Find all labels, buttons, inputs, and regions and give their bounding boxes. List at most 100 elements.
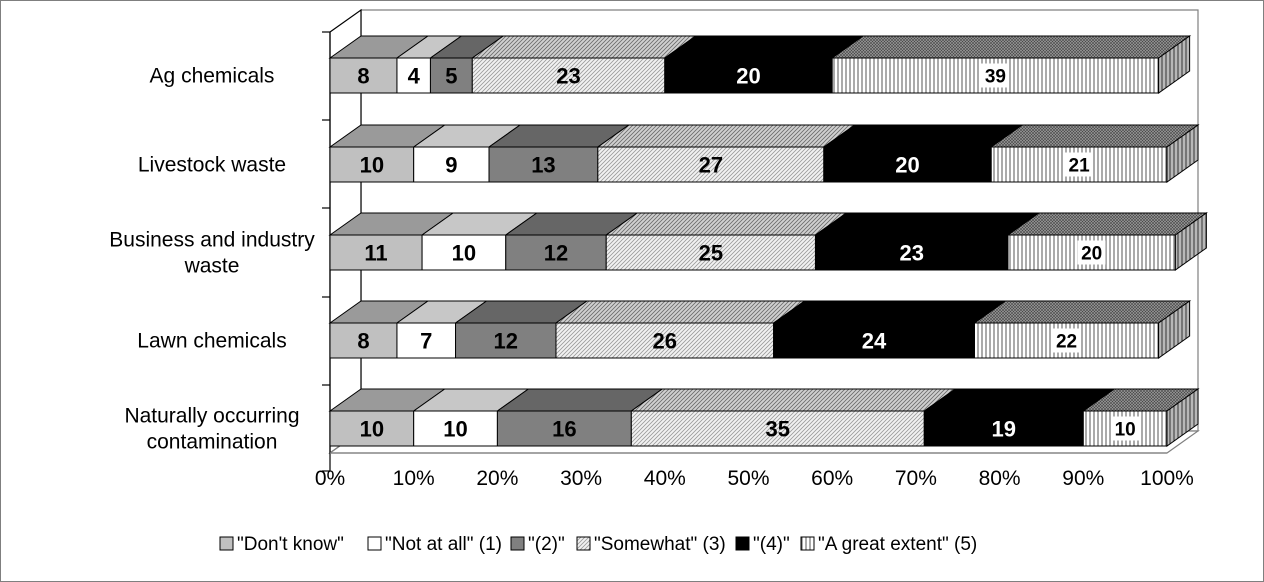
bar-segment — [487, 124, 631, 183]
category-label: Ag chemicals — [150, 65, 275, 88]
data-label: 8 — [357, 328, 369, 353]
bar-segment — [772, 300, 1008, 359]
data-label-bg — [981, 63, 1010, 88]
data-label: 9 — [445, 152, 457, 177]
bar-top-face — [663, 35, 865, 59]
bar-front-face — [421, 234, 507, 271]
bar-top-face — [772, 300, 1008, 324]
bar-segment — [663, 35, 865, 94]
legend-swatch — [800, 536, 815, 551]
bar-end-face — [1166, 124, 1199, 183]
bar-top-face — [813, 212, 1041, 236]
legend-item: "(2)" — [510, 534, 565, 555]
bar-front-face — [773, 322, 975, 359]
data-label: 21 — [1069, 155, 1091, 176]
bar-segment — [328, 35, 430, 94]
bar-segment — [1081, 388, 1200, 447]
bar-front-face — [413, 410, 498, 447]
bar-segment — [604, 212, 849, 271]
bar-end-face — [1158, 300, 1191, 359]
x-tick-label: 80% — [979, 467, 1021, 490]
data-label: 8 — [357, 63, 369, 88]
legend-swatch — [735, 536, 750, 551]
bar-segment — [395, 300, 489, 359]
legend-label: "(2)" — [528, 534, 565, 555]
bar-end-face — [1174, 212, 1207, 271]
data-label: 10 — [1115, 419, 1136, 440]
bar-segment — [972, 300, 1192, 359]
x-tick-label: 10% — [393, 467, 435, 490]
data-label: 13 — [531, 152, 555, 177]
legend-item: "Don't know" — [219, 534, 344, 555]
data-label-bg — [1065, 152, 1094, 177]
bar-top-face — [922, 388, 1116, 412]
data-label-bg — [1111, 416, 1140, 441]
legend-label: "Don't know" — [237, 534, 344, 555]
bar-segment — [504, 212, 639, 271]
bar-top-face — [604, 212, 849, 236]
bar-front-face — [396, 322, 457, 359]
bar-segment — [989, 124, 1200, 183]
data-label: 12 — [544, 240, 568, 265]
legend-swatch — [510, 536, 525, 551]
bar-top-face — [1006, 212, 1208, 236]
data-label: 10 — [360, 416, 384, 441]
data-label: 20 — [895, 152, 919, 177]
legend: "Don't know" "Not at all" (1) "(2)" "Somewh… — [219, 534, 977, 555]
labels-layer: 8 4 5 23 20 39 10 9 13 27 20 21 11 10 12 25 23 20 8 7 12 26 24… — [357, 63, 1140, 441]
data-label: 20 — [736, 63, 760, 88]
bar-front-face — [413, 146, 490, 183]
x-tick-label: 60% — [811, 467, 853, 490]
x-tick-label: 0% — [315, 467, 345, 490]
bar-segment — [470, 35, 698, 94]
bar-segment — [922, 388, 1116, 447]
bar-front-face — [823, 146, 992, 183]
data-label: 22 — [1056, 331, 1077, 352]
x-tick-label: 70% — [895, 467, 937, 490]
data-label: 7 — [420, 328, 432, 353]
x-tick-label: 40% — [644, 467, 686, 490]
bar-front-face — [471, 57, 666, 94]
bar-segment — [420, 212, 539, 271]
legend-swatch — [219, 536, 234, 551]
data-label: 5 — [445, 63, 457, 88]
bar-segment — [453, 300, 589, 359]
legend-item: "A great extent" (5) — [800, 534, 977, 555]
bar-top-face — [470, 35, 698, 59]
bar-end-face — [1158, 35, 1191, 94]
bar-segment — [328, 388, 447, 447]
bar-segment — [629, 388, 957, 447]
bar-end-face — [1166, 388, 1199, 447]
legend-item: "Somewhat" (3) — [576, 534, 726, 555]
data-label: 23 — [899, 240, 923, 265]
bar-front-face — [923, 410, 1084, 447]
data-label: 27 — [699, 152, 723, 177]
bar-segment — [428, 35, 505, 94]
bar-front-face — [505, 234, 607, 271]
data-label: 10 — [360, 152, 384, 177]
x-tick-label: 100% — [1140, 467, 1194, 490]
data-label: 20 — [1081, 243, 1102, 264]
bar-front-face — [555, 322, 775, 359]
bar-top-face — [830, 35, 1192, 59]
data-label: 35 — [766, 416, 790, 441]
legend-label: "Not at all" (1) — [385, 534, 502, 555]
data-label: 12 — [494, 328, 518, 353]
bar-segment — [412, 388, 530, 447]
data-label: 26 — [653, 328, 677, 353]
bar-segment — [1006, 212, 1208, 271]
x-tick-label: 90% — [1062, 467, 1104, 490]
data-label: 39 — [985, 66, 1006, 87]
bar-segment — [395, 35, 464, 94]
bar-segment — [328, 300, 430, 359]
x-tick-label: 50% — [727, 467, 769, 490]
bar-front-face — [329, 410, 415, 447]
bar-front-face — [396, 57, 431, 94]
bar-segment — [596, 124, 857, 183]
data-label: 4 — [408, 63, 421, 88]
bar-top-face — [989, 124, 1200, 148]
x-tick-label: 30% — [560, 467, 602, 490]
data-label-bg — [1052, 328, 1081, 353]
